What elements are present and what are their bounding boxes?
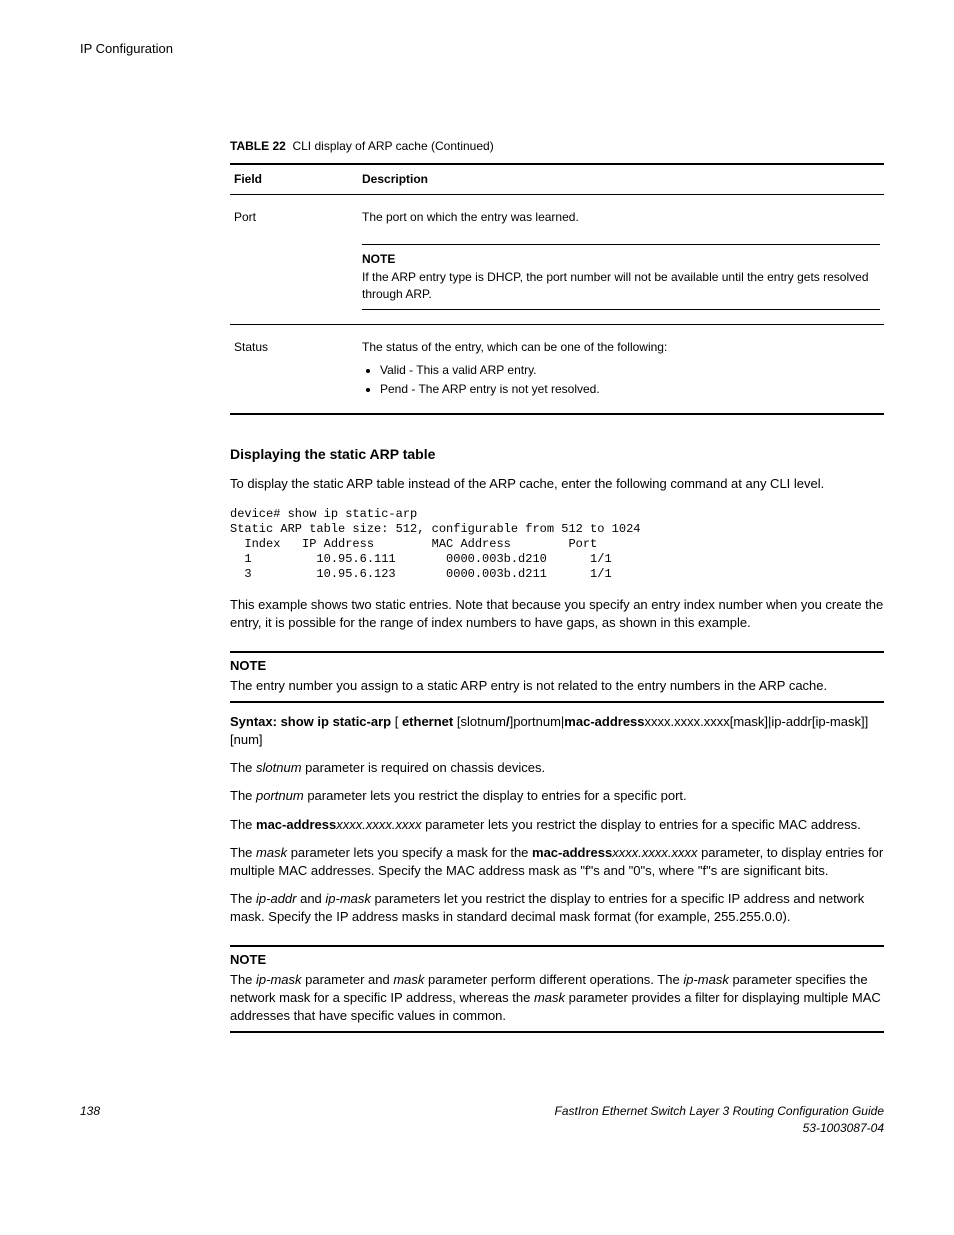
t: [slotnum bbox=[453, 714, 506, 729]
table-row: Port The port on which the entry was lea… bbox=[230, 194, 884, 324]
guide-title: FastIron Ethernet Switch Layer 3 Routing… bbox=[554, 1104, 884, 1118]
note-label: NOTE bbox=[230, 951, 884, 969]
table-row: Status The status of the entry, which ca… bbox=[230, 324, 884, 414]
t: [ bbox=[391, 714, 402, 729]
i: ip-addr bbox=[256, 891, 296, 906]
desc-text: The status of the entry, which can be on… bbox=[362, 340, 667, 354]
note-text: The entry number you assign to a static … bbox=[230, 678, 827, 693]
section-after: This example shows two static entries. N… bbox=[230, 596, 884, 632]
t: parameter lets you restrict the display … bbox=[421, 817, 860, 832]
t: parameter perform different operations. … bbox=[424, 972, 683, 987]
t: parameter is required on chassis devices… bbox=[302, 760, 546, 775]
i: slotnum bbox=[256, 760, 302, 775]
t: parameter and bbox=[302, 972, 394, 987]
table-caption: TABLE 22 CLI display of ARP cache (Conti… bbox=[230, 138, 884, 155]
t: ]portnum| bbox=[510, 714, 565, 729]
cell-field: Port bbox=[230, 194, 358, 324]
para-portnum: The portnum parameter lets you restrict … bbox=[230, 787, 884, 805]
main-content: TABLE 22 CLI display of ARP cache (Conti… bbox=[230, 138, 884, 1033]
i: mask bbox=[534, 990, 565, 1005]
t: The bbox=[230, 760, 256, 775]
th-field: Field bbox=[230, 164, 358, 194]
arp-cache-table: Field Description Port The port on which… bbox=[230, 163, 884, 415]
syntax-line: Syntax: show ip static-arp [ ethernet [s… bbox=[230, 713, 884, 749]
list-item: Pend - The ARP entry is not yet resolved… bbox=[380, 381, 880, 398]
i: mask bbox=[393, 972, 424, 987]
b: mac-address bbox=[256, 817, 336, 832]
para-mac: The mac-addressxxxx.xxxx.xxxx parameter … bbox=[230, 816, 884, 834]
t: The bbox=[230, 817, 256, 832]
status-list: Valid - This a valid ARP entry. Pend - T… bbox=[362, 362, 880, 398]
kw-mac: mac-address bbox=[564, 714, 644, 729]
i: xxxx.xxxx.xxxx bbox=[612, 845, 697, 860]
para-mask: The mask parameter lets you specify a ma… bbox=[230, 844, 884, 880]
section-heading: Displaying the static ARP table bbox=[230, 445, 884, 465]
para-ip: The ip-addr and ip-mask parameters let y… bbox=[230, 890, 884, 926]
note-label: NOTE bbox=[230, 657, 884, 675]
note-label: NOTE bbox=[362, 251, 880, 268]
t: parameter lets you specify a mask for th… bbox=[287, 845, 532, 860]
kw-ethernet: ethernet bbox=[402, 714, 453, 729]
note-block: NOTE The entry number you assign to a st… bbox=[230, 651, 884, 703]
i: portnum bbox=[256, 788, 304, 803]
cell-desc: The port on which the entry was learned.… bbox=[358, 194, 884, 324]
t: parameter lets you restrict the display … bbox=[304, 788, 687, 803]
t: and bbox=[296, 891, 325, 906]
table-caption-text: CLI display of ARP cache (Continued) bbox=[292, 139, 493, 153]
t: The bbox=[230, 972, 256, 987]
page-number: 138 bbox=[80, 1103, 100, 1137]
cli-output: device# show ip static-arp Static ARP ta… bbox=[230, 507, 884, 582]
cell-field: Status bbox=[230, 324, 358, 414]
th-description: Description bbox=[358, 164, 884, 194]
i: ip-mask bbox=[256, 972, 302, 987]
i: ip-mask bbox=[683, 972, 729, 987]
table-caption-label: TABLE 22 bbox=[230, 139, 286, 153]
desc-text: The port on which the entry was learned. bbox=[362, 210, 579, 224]
inline-note: NOTE If the ARP entry type is DHCP, the … bbox=[362, 244, 880, 310]
syntax-cmd: Syntax: show ip static-arp bbox=[230, 714, 391, 729]
para-slotnum: The slotnum parameter is required on cha… bbox=[230, 759, 884, 777]
footer-right: FastIron Ethernet Switch Layer 3 Routing… bbox=[554, 1103, 884, 1137]
b: mac-address bbox=[532, 845, 612, 860]
note-text: If the ARP entry type is DHCP, the port … bbox=[362, 270, 869, 301]
section-intro: To display the static ARP table instead … bbox=[230, 475, 884, 493]
page-header: IP Configuration bbox=[80, 40, 884, 58]
t: The bbox=[230, 891, 256, 906]
list-item: Valid - This a valid ARP entry. bbox=[380, 362, 880, 379]
i: ip-mask bbox=[325, 891, 371, 906]
t: The bbox=[230, 845, 256, 860]
t: The bbox=[230, 788, 256, 803]
page-footer: 138 FastIron Ethernet Switch Layer 3 Rou… bbox=[80, 1103, 884, 1137]
doc-number: 53-1003087-04 bbox=[803, 1121, 884, 1135]
note-block: NOTE The ip-mask parameter and mask para… bbox=[230, 945, 884, 1034]
i: xxxx.xxxx.xxxx bbox=[336, 817, 421, 832]
i: mask bbox=[256, 845, 287, 860]
cell-desc: The status of the entry, which can be on… bbox=[358, 324, 884, 414]
